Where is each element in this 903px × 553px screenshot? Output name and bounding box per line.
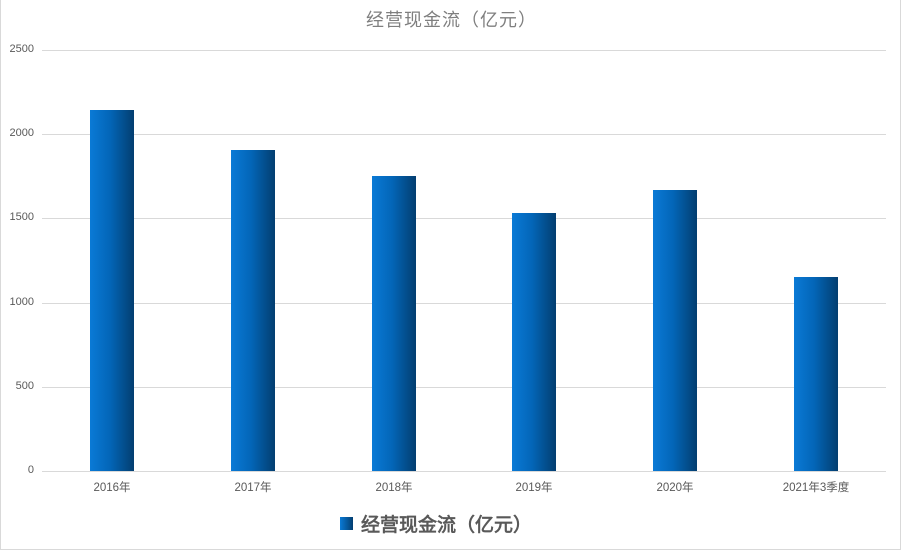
gridline: [42, 387, 886, 388]
chart-title: 经营现金流（亿元）: [366, 10, 537, 31]
gridline: [42, 50, 886, 51]
x-tick-label: 2021年3季度: [782, 482, 850, 494]
y-tick-label: 2500: [9, 43, 34, 55]
x-tick-label: 2018年: [375, 482, 413, 494]
y-tick-label: 0: [27, 464, 34, 476]
plot-area: [42, 50, 886, 472]
bar[interactable]: [372, 176, 416, 471]
y-tick-label: 1500: [9, 211, 34, 223]
bar[interactable]: [90, 110, 134, 471]
y-tick-label: 500: [15, 380, 34, 392]
legend-label: 经营现金流（亿元）: [361, 514, 533, 536]
gridline: [42, 218, 886, 219]
gridline: [42, 303, 886, 304]
bar[interactable]: [231, 150, 275, 471]
legend[interactable]: 经营现金流（亿元）: [340, 510, 532, 537]
gridline: [42, 471, 886, 472]
bar[interactable]: [653, 190, 697, 471]
bar[interactable]: [794, 277, 838, 471]
x-tick-label: 2016年: [93, 482, 131, 494]
x-tick-label: 2017年: [234, 482, 272, 494]
y-tick-label: 2000: [9, 127, 34, 139]
bar[interactable]: [512, 213, 556, 471]
legend-swatch-icon: [340, 517, 353, 530]
x-tick-label: 2019年: [515, 482, 553, 494]
x-tick-label: 2020年: [656, 482, 694, 494]
y-tick-label: 1000: [9, 296, 34, 308]
gridline: [42, 134, 886, 135]
